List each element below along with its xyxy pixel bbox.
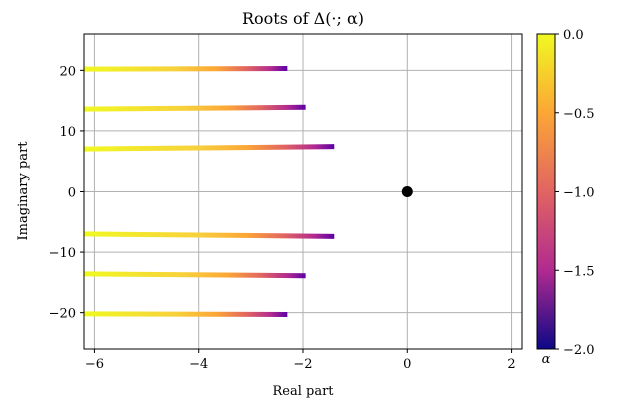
x-axis-label: Real part (272, 384, 334, 399)
x-tick-label: −4 (189, 357, 208, 372)
root-branch (83, 66, 288, 72)
y-axis-label: Imaginary part (16, 141, 31, 241)
x-tick-label: −2 (293, 357, 312, 372)
y-tick-label: −20 (49, 307, 76, 322)
colorbar-label: α (542, 352, 551, 367)
x-tick-label: −6 (85, 357, 104, 372)
colorbar (536, 33, 556, 350)
x-tick-label: 2 (507, 357, 515, 372)
x-tick-label: 0 (403, 357, 411, 372)
colorbar-tick-label: −2.0 (563, 343, 595, 358)
origin-marker (401, 186, 413, 197)
colorbar-tick-label: −1.5 (563, 264, 595, 279)
colorbar-ticks: 0.0 −0.5 −1.0 −1.5 −2.0 (555, 28, 595, 358)
colorbar-tick-label: 0.0 (563, 28, 584, 43)
marker-group (401, 186, 413, 197)
colorbar-tick-label: −1.0 (563, 186, 595, 201)
chart-title: Roots of Δ(·; α) (242, 9, 364, 28)
y-tick-label: −10 (49, 246, 76, 261)
root-branch (83, 144, 335, 152)
y-tick-label: 10 (59, 125, 76, 140)
series-group (83, 66, 491, 317)
colorbar-tick-label: −0.5 (563, 107, 595, 122)
root-branch (83, 104, 306, 112)
y-tick-label: 0 (68, 186, 76, 201)
root-branch (83, 271, 306, 279)
y-tick-label: 20 (59, 64, 76, 79)
root-branch (83, 311, 288, 317)
root-branch (83, 231, 335, 239)
